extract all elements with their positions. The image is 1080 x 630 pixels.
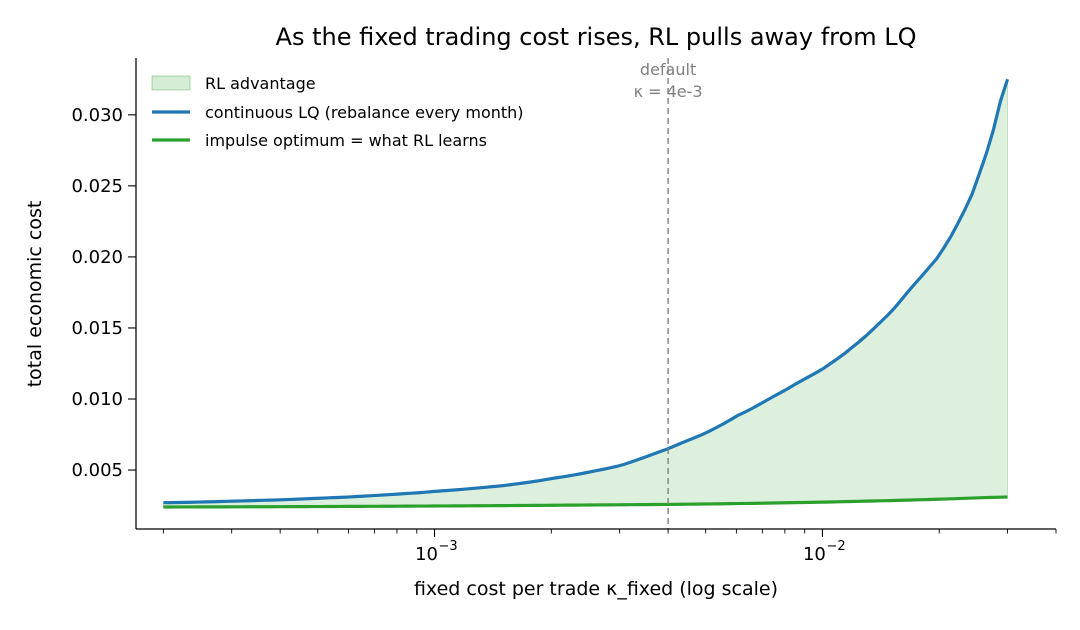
- legend-swatch-rl-advantage: [151, 75, 191, 91]
- x-tick-label: 10: [803, 544, 826, 565]
- x-tick-label: 10: [415, 544, 438, 565]
- legend-label-lq: continuous LQ (rebalance every month): [205, 103, 524, 122]
- chart-title: As the fixed trading cost rises, RL pull…: [276, 23, 917, 51]
- y-tick-label: 0.010: [71, 389, 123, 410]
- y-axis-label: total economic cost: [24, 201, 46, 388]
- legend-label-rl-advantage: RL advantage: [205, 74, 316, 93]
- x-tick-label-exponent: −3: [439, 539, 458, 554]
- x-tick-label-exponent: −2: [826, 539, 845, 554]
- vline-label-default: default: [640, 60, 696, 79]
- y-tick-label: 0.015: [71, 318, 123, 339]
- vline-label-kappa: κ = 4e-3: [634, 82, 703, 101]
- y-tick-label: 0.025: [71, 176, 123, 197]
- y-axis-ticks: 0.005 0.010 0.015 0.020 0.025 0.030: [71, 105, 136, 481]
- plot-area: [162, 58, 1010, 529]
- y-tick-label: 0.005: [71, 460, 123, 481]
- rl-series-line: [163, 495, 1008, 509]
- legend: RL advantage continuous LQ (rebalance ev…: [151, 74, 524, 150]
- x-axis-ticks: 10 −3 10 −2: [162, 529, 1057, 565]
- lq-series-line: [163, 78, 1010, 505]
- x-axis-label: fixed cost per trade κ_fixed (log scale): [414, 578, 778, 600]
- legend-label-rl: impulse optimum = what RL learns: [205, 131, 487, 150]
- y-tick-label: 0.020: [71, 247, 123, 268]
- y-tick-label: 0.030: [71, 105, 123, 126]
